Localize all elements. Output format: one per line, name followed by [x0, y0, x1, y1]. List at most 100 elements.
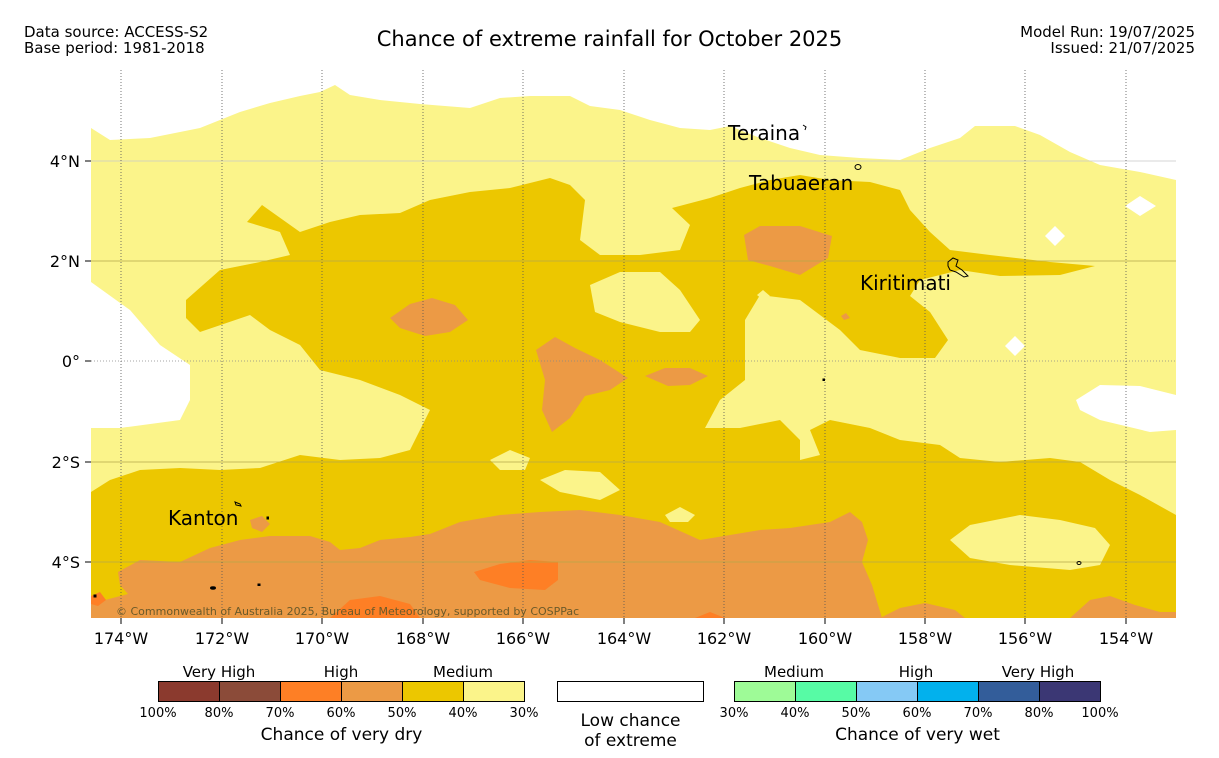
region-low-chance-patch: [1005, 336, 1025, 356]
region-low-chance-patch: [1076, 385, 1176, 432]
island-kanton: [234, 501, 242, 507]
graticule: [91, 70, 1176, 618]
region-orange: [645, 368, 708, 386]
region-dark-orange: [695, 612, 725, 618]
region-light-yellow-hole: [540, 470, 620, 500]
region-light-yellow-hole: [590, 272, 700, 332]
region-dark-orange: [474, 560, 558, 590]
issued-text: Issued: 21/07/2025: [1050, 39, 1195, 57]
island-kiritimati: [947, 257, 969, 278]
legend-dry-tick: 80%: [204, 706, 234, 721]
island-speck: [210, 586, 216, 590]
lon-tick-label: 166°W: [496, 629, 551, 648]
region-orange: [390, 298, 468, 336]
legend-wet-group-high: High: [898, 663, 934, 681]
island-speck: [822, 378, 825, 381]
legend-low-caption-line: Low chance: [580, 711, 681, 731]
legend-dry-tick: 30%: [509, 706, 539, 721]
copyright-text: © Commonwealth of Australia 2025, Bureau…: [116, 605, 579, 618]
model-run-text: Model Run: 19/07/2025: [1020, 23, 1195, 41]
region-orange: [744, 226, 832, 275]
header-run-block: Model Run: 19/07/2025 Issued: 21/07/2025: [1020, 24, 1195, 56]
legend-wet-caption: Chance of very wet: [835, 725, 1000, 745]
map-area: [91, 70, 1176, 618]
region-light-yellow-speck: [757, 290, 770, 300]
legend-wet-swatch: [917, 681, 979, 702]
legend-wet-swatch: [978, 681, 1040, 702]
region-light-yellow-patch: [212, 176, 240, 192]
legend-wet-tick: 50%: [841, 706, 871, 721]
lon-tick-label: 160°W: [798, 629, 853, 648]
region-light-yellow-hole: [665, 507, 695, 522]
axis-ticks: [85, 160, 1127, 624]
region-dark-orange: [330, 596, 420, 618]
region-light-yellow-hole: [490, 450, 530, 470]
region-light-yellow-hole: [950, 515, 1110, 570]
lon-tick-label: 158°W: [898, 629, 953, 648]
lon-tick-label: 162°W: [697, 629, 752, 648]
island-teraina: [802, 124, 807, 131]
place-label-kanton: Kanton: [168, 506, 238, 530]
legend-wet-group-medium: Medium: [764, 663, 824, 681]
legend-low-caption-line: of extreme: [584, 731, 677, 751]
legend-wet-swatch: [734, 681, 796, 702]
map-title: Chance of extreme rainfall for October 2…: [376, 27, 843, 51]
legend-dry-swatch: [341, 681, 403, 702]
legend-wet-tick: 60%: [902, 706, 932, 721]
legend-wet-tick: 30%: [719, 706, 749, 721]
legend-dry-tick: 40%: [448, 706, 478, 721]
place-label-tabuaeran: Tabuaeran: [748, 171, 853, 195]
region-low-chance-patch: [1125, 196, 1156, 216]
lat-tick-label: 0°: [62, 352, 80, 371]
data-source-text: Data source: ACCESS-S2: [24, 23, 209, 41]
place-label-kiritimati: Kiritimati: [860, 271, 951, 295]
legend-wet-tick: 100%: [1081, 706, 1119, 721]
legend-wet-swatch: [795, 681, 857, 702]
region-orange: [1070, 596, 1176, 618]
legend-dry-tick: 60%: [326, 706, 356, 721]
region-light-yellow-patch: [507, 148, 523, 160]
legend-dry-swatch: [158, 681, 220, 702]
lon-tick-label: 168°W: [396, 629, 451, 648]
legend-dry-swatch: [402, 681, 464, 702]
legend-dry-group-medium: Medium: [433, 663, 493, 681]
region-orange: [880, 603, 965, 618]
island-tabuaeran: [854, 164, 862, 170]
island-speck: [93, 594, 97, 598]
legend-dry-swatch: [463, 681, 525, 702]
region-low-chance-patch: [1045, 226, 1065, 246]
legend-wet-swatch: [856, 681, 918, 702]
base-period-text: Base period: 1981-2018: [24, 39, 205, 57]
lat-tick-label: 4°S: [52, 553, 80, 572]
legend-low-chance-swatch: [557, 681, 704, 702]
lon-tick-label: 172°W: [195, 629, 250, 648]
lat-tick-label: 2°N: [50, 252, 80, 271]
island-outlines: [93, 124, 1082, 598]
legend-dry-group-very-high: Very High: [182, 663, 256, 681]
legend-dry-swatch: [219, 681, 281, 702]
legend-wet-tick: 70%: [963, 706, 993, 721]
lat-tick-label: 4°N: [50, 152, 80, 171]
legend-wet-tick: 80%: [1024, 706, 1054, 721]
lat-tick-label: 2°S: [52, 453, 80, 472]
lon-tick-label: 174°W: [94, 629, 149, 648]
lon-tick-label: 170°W: [295, 629, 350, 648]
legend-dry-tick: 50%: [387, 706, 417, 721]
legend-dry-caption: Chance of very dry: [260, 725, 423, 745]
legend-wet-tick: 40%: [780, 706, 810, 721]
header-source-block: Data source: ACCESS-S2 Base period: 1981…: [24, 24, 208, 56]
island-speck: [266, 516, 269, 520]
region-orange: [250, 516, 270, 532]
legend-low-chance-caption: Low chance of extreme: [557, 711, 704, 751]
legend-wet-swatch: [1039, 681, 1101, 702]
legend-wet-group-very-high: Very High: [1001, 663, 1075, 681]
legend-dry-tick: 100%: [139, 706, 177, 721]
region-orange: [91, 510, 882, 618]
lon-tick-label: 164°W: [597, 629, 652, 648]
region-gold-main: [91, 175, 1176, 618]
island-speck: [257, 583, 261, 586]
lon-tick-label: 156°W: [998, 629, 1053, 648]
region-light-yellow-speck: [841, 313, 850, 320]
legend-dry-group-high: High: [323, 663, 359, 681]
legend-dry-tick: 70%: [265, 706, 295, 721]
